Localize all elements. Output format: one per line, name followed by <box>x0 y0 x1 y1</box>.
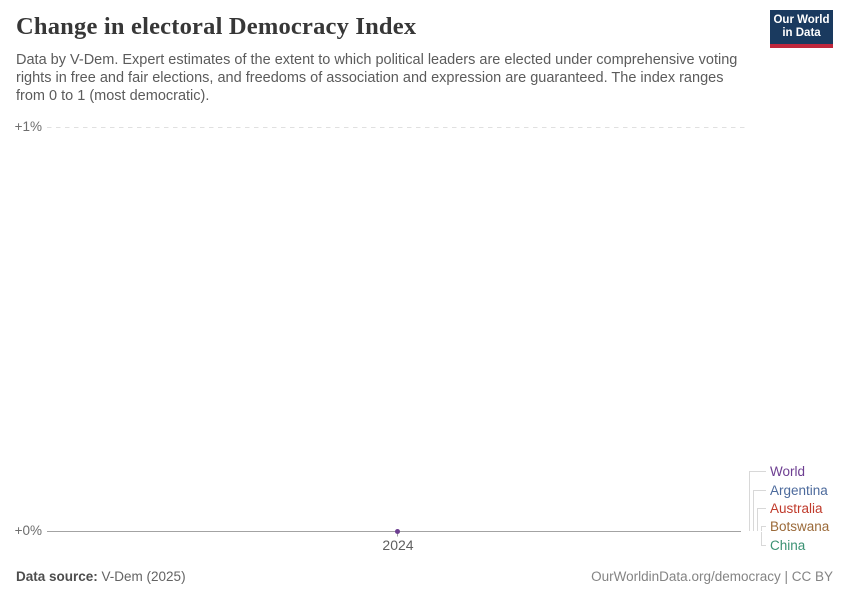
legend-item-world[interactable]: World <box>770 464 806 479</box>
legend-connector-china <box>761 532 766 546</box>
xtick-label-2024: 2024 <box>382 537 414 553</box>
legend-connector-botswana <box>761 526 766 531</box>
legend-connector-world <box>749 471 766 531</box>
legend-connectors <box>749 471 766 546</box>
legend-item-botswana[interactable]: Botswana <box>770 518 830 534</box>
chart-subtitle: Data by V-Dem. Expert estimates of the e… <box>16 52 738 105</box>
owid-logo: Our World in Data <box>770 10 833 48</box>
ytick-label-plus1: +1% <box>14 119 42 134</box>
owid-logo-line2: in Data <box>782 27 821 39</box>
owid-logo-line1: Our World <box>773 14 830 26</box>
data-point-world-2024[interactable] <box>395 529 400 534</box>
data-source-value: V-Dem (2025) <box>97 569 186 584</box>
ytick-label-plus0: +0% <box>14 523 42 538</box>
data-source: Data source: V-Dem (2025) <box>16 569 186 584</box>
legend-connector-argentina <box>753 490 766 531</box>
data-source-label: Data source: <box>16 569 98 584</box>
legend-item-argentina[interactable]: Argentina <box>770 482 828 498</box>
credit-link[interactable]: OurWorldinData.org/democracy | CC BY <box>591 569 833 584</box>
chart-title: Change in electoral Democracy Index <box>16 13 417 40</box>
legend-item-china[interactable]: China <box>770 537 806 553</box>
legend-connector-australia <box>757 508 766 531</box>
legend-item-australia[interactable]: Australia <box>770 500 823 516</box>
